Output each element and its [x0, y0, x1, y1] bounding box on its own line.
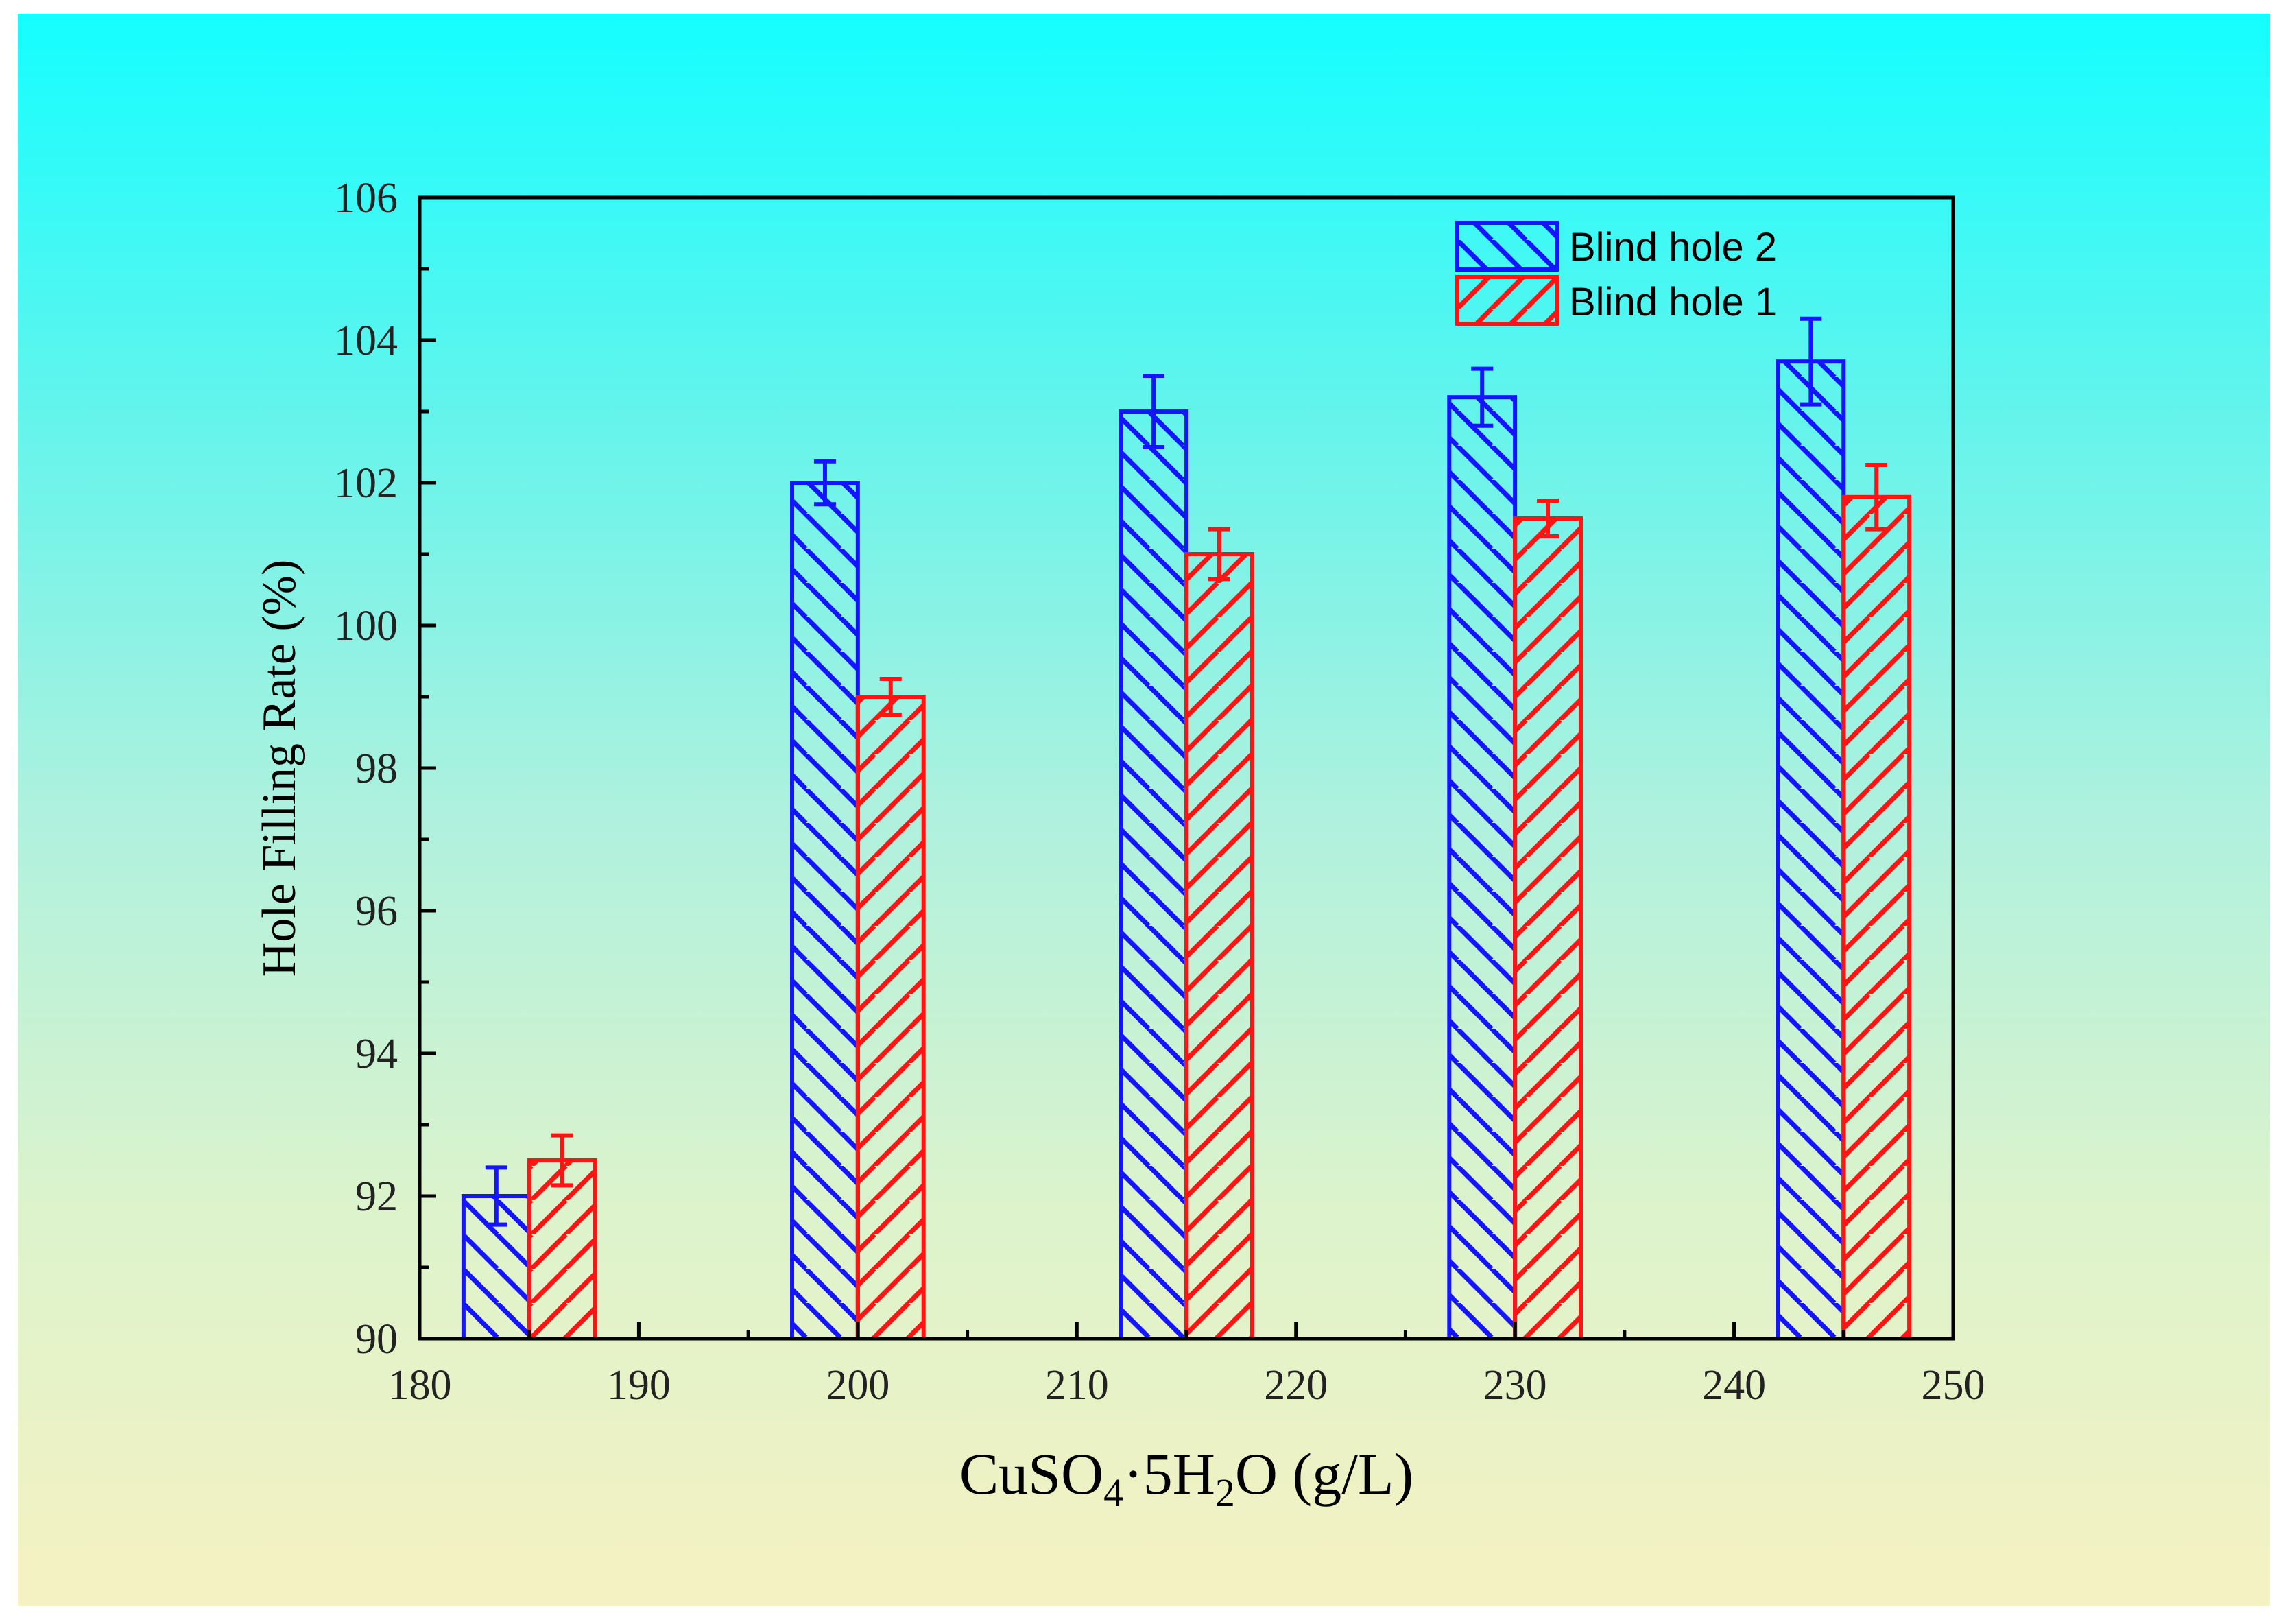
bars-layer [461, 359, 1912, 1339]
legend-label-blind-hole-2: Blind hole 2 [1569, 225, 1777, 270]
y-tick-label-94: 94 [355, 1031, 398, 1077]
x-tick-label-220: 220 [1264, 1362, 1328, 1409]
y-tick-label-90: 90 [355, 1316, 398, 1363]
x-tick-label-210: 210 [1045, 1362, 1109, 1409]
legend-label-blind-hole-1: Blind hole 1 [1569, 280, 1777, 324]
error-bar-blind-hole-1-245 [1865, 463, 1888, 532]
x-axis-title: CuSO4·5H2O (g/L) [959, 1441, 1413, 1515]
error-bar-blind-hole-1-215 [1208, 527, 1230, 582]
error-bar-blind-hole-2-215 [1143, 374, 1165, 449]
legend-swatch-blind-hole-1 [1455, 275, 1559, 326]
x-axis-ticks: 180 190 200 210 220 230 240 250 [388, 1322, 1985, 1409]
legend-swatch-blind-hole-2 [1455, 221, 1559, 272]
x-tick-label-240: 240 [1702, 1362, 1766, 1409]
y-axis-title: Hole Filling Rate (%) [253, 560, 306, 977]
error-bar-blind-hole-1-185 [551, 1133, 573, 1188]
error-bars-layer [485, 316, 1888, 1227]
x-tick-label-250: 250 [1922, 1362, 1985, 1409]
error-bar-blind-hole-2-245 [1800, 316, 1822, 407]
bar-blind-hole-2-200 [790, 481, 860, 1339]
bar-blind-hole-2-245 [1776, 359, 1846, 1339]
x-tick-label-180: 180 [388, 1362, 452, 1409]
bar-blind-hole-2-230 [1447, 395, 1518, 1339]
legend: Blind hole 2 Blind hole 1 [1455, 221, 1777, 326]
y-tick-label-96: 96 [355, 888, 398, 935]
y-tick-label-98: 98 [355, 745, 398, 792]
x-tick-label-200: 200 [826, 1362, 889, 1409]
bar-blind-hole-1-215 [1184, 552, 1254, 1339]
y-axis-ticks: 90 92 94 96 98 100 102 104 106 [334, 175, 436, 1363]
bar-blind-hole-1-245 [1841, 494, 1912, 1339]
x-tick-label-230: 230 [1483, 1362, 1547, 1409]
y-tick-label-100: 100 [334, 603, 398, 649]
y-tick-label-102: 102 [334, 460, 398, 507]
error-bar-blind-hole-1-230 [1537, 499, 1559, 538]
y-tick-label-92: 92 [355, 1173, 398, 1220]
error-bar-blind-hole-2-230 [1471, 366, 1494, 428]
y-tick-label-106: 106 [334, 175, 398, 222]
bar-blind-hole-2-215 [1119, 409, 1188, 1339]
y-tick-label-104: 104 [334, 318, 398, 364]
error-bar-blind-hole-2-185 [485, 1165, 507, 1227]
error-bar-blind-hole-1-200 [879, 677, 902, 717]
error-bar-blind-hole-2-200 [813, 459, 836, 507]
bar-blind-hole-1-185 [527, 1158, 597, 1339]
bar-blind-hole-1-200 [855, 695, 926, 1339]
bar-blind-hole-1-230 [1513, 516, 1583, 1339]
x-tick-label-190: 190 [607, 1362, 671, 1409]
